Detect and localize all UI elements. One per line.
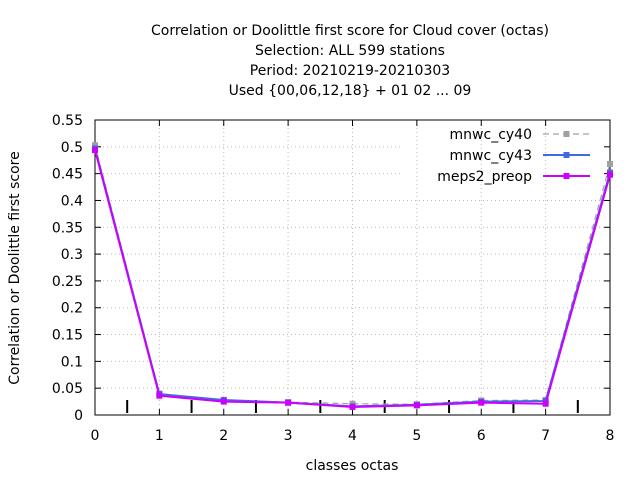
series-meps2_preop (92, 147, 613, 410)
legend-label: mnwc_cy43 (450, 148, 532, 164)
y-axis-label: Correlation or Doolittle first score (7, 151, 23, 384)
data-point (156, 392, 163, 399)
x-tick-label: 0 (91, 428, 100, 444)
x-tick-label: 6 (477, 428, 486, 444)
legend-marker (563, 131, 570, 137)
chart-title: Correlation or Doolittle first score for… (151, 23, 549, 99)
data-point (285, 399, 292, 406)
data-point (220, 398, 227, 405)
y-tick-label: 0.2 (61, 301, 83, 317)
series-layer (92, 142, 613, 410)
data-point (607, 171, 613, 178)
y-tick-label: 0.4 (61, 193, 83, 209)
y-tick-label: 0.15 (52, 328, 83, 344)
title-line-4: Used {00,06,12,18} + 01 02 ... 09 (229, 83, 472, 99)
data-point (349, 403, 356, 410)
y-tick-label: 0.5 (61, 140, 83, 156)
x-axis-label: classes octas (306, 458, 399, 474)
y-axis-ticks: 0 0.05 0.1 0.15 0.2 0.25 0.3 0.35 0.4 0.45 0.5 0.55 (52, 113, 610, 424)
y-tick-label: 0.1 (61, 354, 83, 370)
y-tick-label: 0.3 (61, 247, 83, 263)
legend-label: mnwc_cy40 (450, 127, 532, 143)
series-mnwc_cy43 (92, 145, 613, 410)
x-tick-label: 4 (348, 428, 357, 444)
data-point (607, 160, 613, 167)
series-line (94, 148, 611, 408)
title-line-2: Selection: ALL 599 stations (255, 43, 445, 59)
title-line-1: Correlation or Doolittle first score for… (151, 23, 549, 39)
x-tick-label: 8 (606, 428, 615, 444)
legend: mnwc_cy40 mnwc_cy43 meps2_preop (437, 127, 590, 185)
y-tick-label: 0.35 (52, 220, 83, 236)
data-point (478, 399, 485, 406)
series-mnwc_cy40 (92, 142, 613, 408)
y-tick-label: 0.05 (52, 381, 83, 397)
x-tick-label: 2 (219, 428, 228, 444)
data-point (92, 147, 98, 154)
x-tick-label: 1 (155, 428, 164, 444)
data-point (542, 400, 549, 407)
x-axis-ticks: 0 1 2 3 4 5 6 7 8 (91, 120, 615, 444)
title-line-3: Period: 20210219-20210303 (250, 63, 450, 79)
data-point (413, 402, 420, 409)
data-point (92, 142, 98, 149)
legend-marker (563, 173, 570, 179)
y-tick-label: 0 (74, 408, 83, 424)
x-tick-label: 3 (284, 428, 293, 444)
x-tick-label: 7 (541, 428, 550, 444)
x-tick-label: 5 (412, 428, 421, 444)
y-tick-label: 0.45 (52, 167, 83, 183)
y-tick-label: 0.25 (52, 274, 83, 290)
legend-marker (563, 152, 570, 158)
y-tick-label: 0.55 (52, 113, 83, 129)
legend-label: meps2_preop (437, 169, 532, 185)
grid (95, 120, 610, 415)
